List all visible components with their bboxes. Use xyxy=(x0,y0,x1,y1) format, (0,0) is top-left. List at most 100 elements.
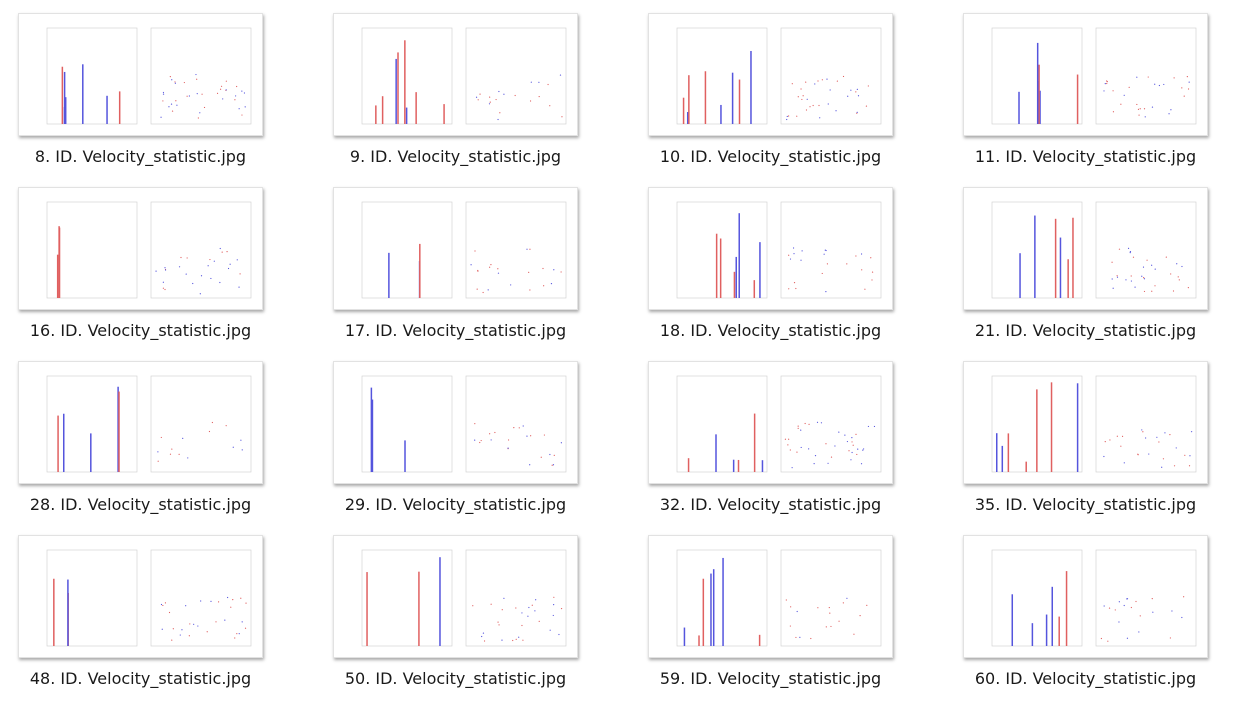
decor-point xyxy=(164,602,167,604)
decor-point xyxy=(161,628,163,630)
file-item[interactable]: 21. ID. Velocity_statistic.jpg xyxy=(963,187,1241,361)
decor-point xyxy=(176,104,178,106)
file-name: 50. ID. Velocity_statistic.jpg xyxy=(344,669,567,688)
decor-point xyxy=(1138,114,1140,116)
file-item[interactable]: 35. ID. Velocity_statistic.jpg xyxy=(963,361,1241,535)
decor-point xyxy=(221,251,223,253)
decor-point xyxy=(1118,248,1121,250)
file-item[interactable]: 8. ID. Velocity_statistic.jpg xyxy=(18,13,318,187)
decor-point xyxy=(507,439,510,441)
decor-point xyxy=(186,95,188,97)
panel xyxy=(1095,549,1197,647)
thumbnail-image xyxy=(991,201,1197,299)
decor-point xyxy=(162,91,165,94)
decor-point xyxy=(160,436,162,439)
file-item[interactable]: 11. ID. Velocity_statistic.jpg xyxy=(963,13,1241,187)
decor-point xyxy=(552,464,555,466)
decor-point xyxy=(823,253,825,255)
decor-bar xyxy=(1050,382,1053,472)
decor-point xyxy=(1136,76,1138,78)
panel xyxy=(991,201,1083,299)
file-item[interactable]: 59. ID. Velocity_statistic.jpg xyxy=(648,535,948,709)
decor-point xyxy=(835,110,837,112)
decor-point xyxy=(1170,109,1172,111)
decor-point xyxy=(816,421,819,423)
file-name: 9. ID. Velocity_statistic.jpg xyxy=(349,147,562,166)
decor-point xyxy=(224,619,226,621)
decor-point xyxy=(795,287,797,290)
decor-point xyxy=(1181,87,1183,89)
decor-bar xyxy=(1076,383,1079,472)
decor-bar xyxy=(722,557,724,646)
decor-point xyxy=(1130,280,1132,282)
decor-point xyxy=(490,439,492,441)
decor-point xyxy=(518,636,520,638)
decor-point xyxy=(847,95,849,97)
decor-point xyxy=(1165,256,1167,258)
file-item[interactable]: 32. ID. Velocity_statistic.jpg xyxy=(648,361,948,535)
decor-bar xyxy=(53,578,55,646)
decor-point xyxy=(797,427,799,429)
thumbnail-image xyxy=(991,375,1197,473)
decor-point xyxy=(201,93,203,95)
decor-point xyxy=(856,453,858,456)
file-item[interactable]: 17. ID. Velocity_statistic.jpg xyxy=(333,187,633,361)
decor-bar xyxy=(1058,616,1060,646)
file-item[interactable]: 16. ID. Velocity_statistic.jpg xyxy=(18,187,318,361)
decor-point xyxy=(857,448,859,450)
decor-point xyxy=(497,272,500,274)
decor-point xyxy=(479,441,481,444)
decor-point xyxy=(851,437,853,439)
decor-point xyxy=(206,631,208,633)
decor-point xyxy=(498,90,500,93)
decor-point xyxy=(806,98,808,100)
decor-point xyxy=(801,98,803,101)
decor-point xyxy=(1104,441,1106,443)
decor-point xyxy=(1181,616,1183,619)
file-item[interactable]: 18. ID. Velocity_statistic.jpg xyxy=(648,187,948,361)
decor-point xyxy=(851,441,853,443)
panel xyxy=(465,27,567,125)
decor-point xyxy=(513,427,515,429)
panel xyxy=(361,201,453,299)
file-item[interactable]: 10. ID. Velocity_statistic.jpg xyxy=(648,13,948,187)
decor-point xyxy=(241,114,243,116)
decor-point xyxy=(1129,252,1131,254)
decor-point xyxy=(527,615,529,617)
decor-point xyxy=(1138,631,1140,633)
decor-bar xyxy=(395,58,397,124)
decor-point xyxy=(553,454,555,457)
file-item[interactable]: 28. ID. Velocity_statistic.jpg xyxy=(18,361,318,535)
file-item[interactable]: 50. ID. Velocity_statistic.jpg xyxy=(333,535,633,709)
file-item[interactable]: 9. ID. Velocity_statistic.jpg xyxy=(333,13,633,187)
decor-point xyxy=(197,625,199,627)
decor-point xyxy=(219,88,222,90)
decor-point xyxy=(211,421,213,424)
decor-point xyxy=(1109,439,1111,441)
decor-point xyxy=(817,80,819,82)
file-item[interactable]: 48. ID. Velocity_statistic.jpg xyxy=(18,535,318,709)
file-name: 10. ID. Velocity_statistic.jpg xyxy=(659,147,882,166)
file-item[interactable]: 60. ID. Velocity_statistic.jpg xyxy=(963,535,1241,709)
panel xyxy=(46,201,138,299)
decor-point xyxy=(174,82,176,84)
decor-point xyxy=(187,457,189,459)
thumbnail-image xyxy=(361,27,567,125)
decor-point xyxy=(1142,266,1145,268)
decor-point xyxy=(1112,287,1114,289)
decor-point xyxy=(842,602,844,604)
decor-point xyxy=(521,612,523,614)
decor-point xyxy=(860,463,863,465)
decor-point xyxy=(1100,637,1102,640)
thumbnail-image xyxy=(46,201,252,299)
decor-point xyxy=(1152,611,1154,613)
decor-point xyxy=(838,620,840,622)
decor-point xyxy=(490,603,492,605)
decor-point xyxy=(510,284,512,286)
decor-point xyxy=(1143,290,1146,293)
decor-point xyxy=(864,288,866,290)
decor-point xyxy=(788,438,790,440)
decor-point xyxy=(171,448,173,450)
decor-point xyxy=(826,263,829,265)
file-item[interactable]: 29. ID. Velocity_statistic.jpg xyxy=(333,361,633,535)
